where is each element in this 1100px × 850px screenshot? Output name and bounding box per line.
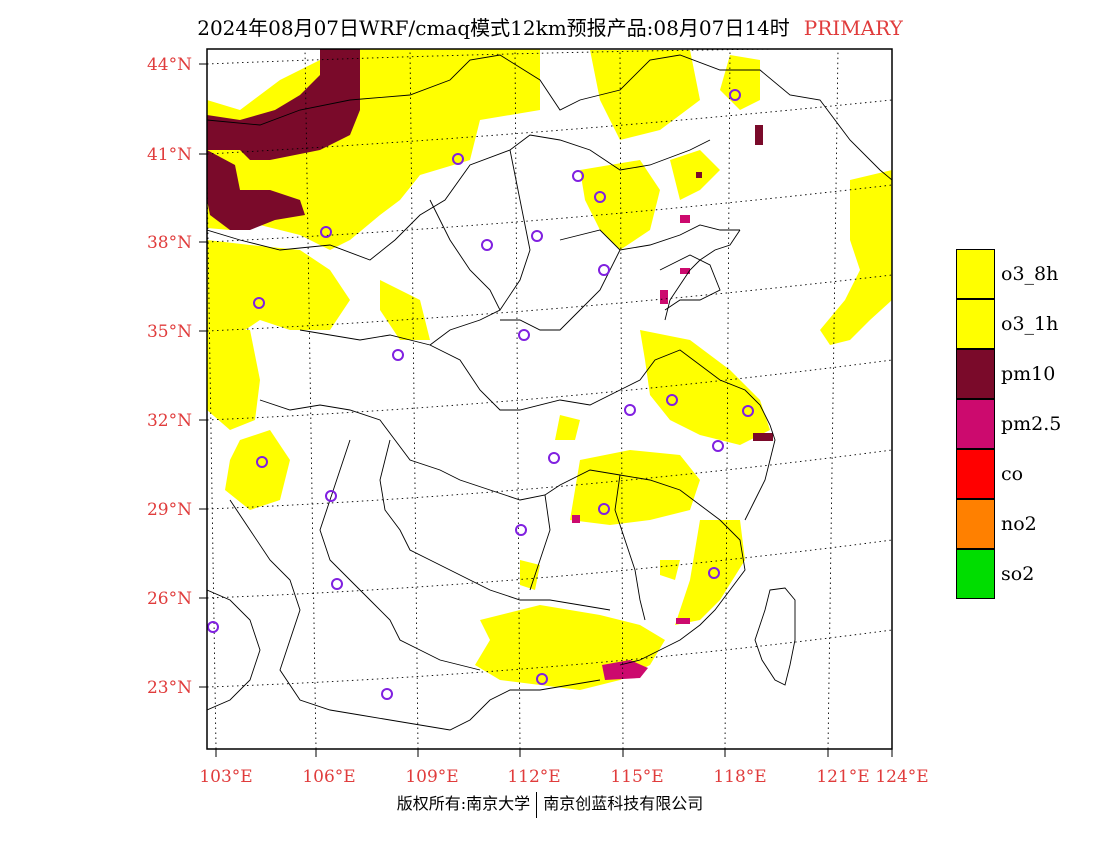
lon-label-121e: 121°E [816,767,869,787]
lon-tick-121: 121°E [816,749,870,787]
station-markers [207,89,754,700]
boundaries [207,54,892,731]
legend-swatch [956,249,995,299]
pm25-regions [572,215,690,680]
lon-label-106e: 106°E [302,767,355,787]
lat-tick-26: 26°N [147,589,207,609]
lat-label-35n: 35°N [147,322,192,342]
legend-label: pm2.5 [1001,413,1062,435]
legend-label: o3_1h [1001,313,1059,335]
map-title: 2024年08月07日WRF/cmaq模式12km预报产品:08月07日14时 P… [0,12,1100,41]
legend-label: o3_8h [1001,263,1059,285]
lat-label-44n: 44°N [147,55,192,75]
lat-tick-38: 38°N [147,233,207,253]
lon-tick-109: 109°E [405,749,459,787]
lat-tick-29: 29°N [147,500,207,520]
legend-swatch [956,449,995,499]
legend-label: pm10 [1001,363,1056,385]
pm10-regions [207,49,773,441]
copyright-right: 南京创蓝科技有限公司 [543,794,704,813]
legend-swatch [956,349,995,399]
lon-tick-112: 112°E [507,749,561,787]
lat-tick-35: 35°N [147,322,207,342]
copyright-left: 版权所有:南京大学 [396,794,531,813]
lat-label-23n: 23°N [147,678,192,698]
lon-axis: 103°E 106°E 109°E 112°E 115°E 118°E 121°… [199,749,929,787]
lon-label-124e: 124°E [875,767,928,787]
lat-label-32n: 32°N [147,411,192,431]
lat-axis: 44°N 41°N 38°N 35°N 32°N 29°N 26°N 23°N [147,55,207,698]
lat-label-29n: 29°N [147,500,192,520]
graticule [207,49,892,749]
lon-tick-124: 124°E [875,749,929,787]
primary-tag: PRIMARY [803,16,903,40]
footer-divider [536,791,538,818]
lat-tick-44: 44°N [147,55,207,75]
lon-label-103e: 103°E [199,767,252,787]
lon-tick-118: 118°E [713,749,767,787]
lon-label-109e: 109°E [405,767,458,787]
legend-swatch [956,549,995,599]
copyright-footer: 版权所有:南京大学 南京创蓝科技有限公司 [0,790,1100,818]
lat-tick-32: 32°N [147,411,207,431]
legend-label: so2 [1001,563,1035,585]
lat-label-26n: 26°N [147,589,192,609]
lon-tick-103: 103°E [199,749,253,787]
lon-label-112e: 112°E [507,767,560,787]
lat-tick-23: 23°N [147,678,207,698]
lat-label-41n: 41°N [147,145,192,165]
legend-swatch [956,299,995,349]
legend-swatch [956,399,995,449]
lon-tick-115: 115°E [610,749,664,787]
legend-label: co [1001,463,1024,485]
lon-label-118e: 118°E [713,767,766,787]
legend-swatch [956,499,995,549]
legend-label: no2 [1001,513,1037,535]
lat-label-38n: 38°N [147,233,192,253]
lat-tick-41: 41°N [147,145,207,165]
title-text: 2024年08月07日WRF/cmaq模式12km预报产品:08月07日14时 [197,16,790,40]
map-frame [206,48,893,750]
lon-label-115e: 115°E [610,767,663,787]
lon-tick-106: 106°E [302,749,356,787]
